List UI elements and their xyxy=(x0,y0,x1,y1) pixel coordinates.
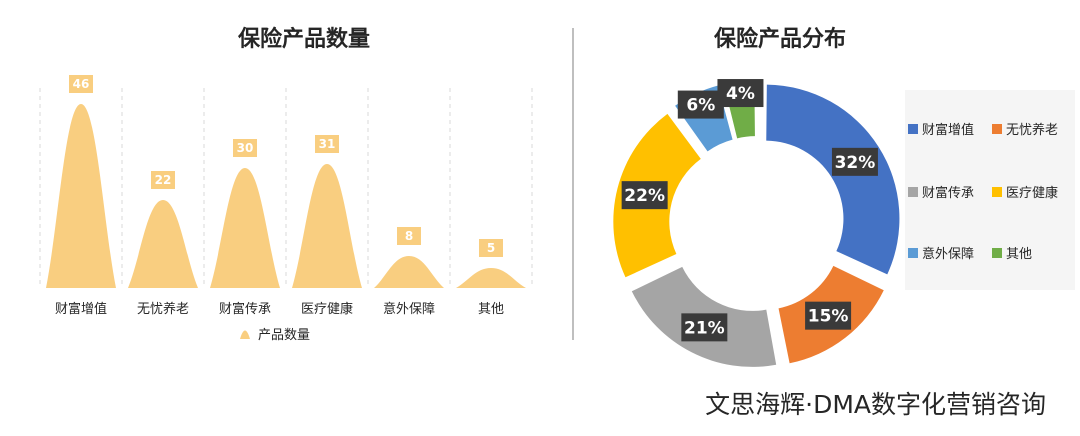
category-label: 意外保障 xyxy=(383,301,435,317)
slice-label-badge xyxy=(717,79,764,108)
bar-意外保障 xyxy=(374,256,444,288)
bar-value-label: 8 xyxy=(405,229,413,243)
bar-value-label: 5 xyxy=(487,241,495,255)
bar-value-label: 31 xyxy=(319,137,336,151)
category-label: 医疗健康 xyxy=(301,301,353,317)
bar-legend: 产品数量 xyxy=(240,328,310,343)
bar-legend-label: 产品数量 xyxy=(258,328,310,343)
bar-无忧养老 xyxy=(128,200,198,288)
slice-label-badge xyxy=(681,313,728,342)
category-label: 无忧养老 xyxy=(137,301,189,317)
bar-医疗健康 xyxy=(292,164,362,288)
bar-value-badge xyxy=(397,227,421,245)
legend-swatch xyxy=(908,187,918,197)
slice-percent-label: 21% xyxy=(684,318,725,338)
bar-value-badge xyxy=(233,139,257,157)
bar-value-badge xyxy=(315,135,339,153)
bar-value-label: 22 xyxy=(155,173,172,187)
slice-label-badge xyxy=(831,147,878,176)
category-label: 其他 xyxy=(478,302,504,317)
category-label: 财富传承 xyxy=(219,301,271,317)
slice-财富增值 xyxy=(766,84,900,275)
bar-value-badge xyxy=(479,239,503,257)
slice-label-badge xyxy=(621,181,668,210)
bar-series xyxy=(46,104,526,288)
bar-value-badge xyxy=(69,75,93,93)
legend-label: 财富增值 xyxy=(922,122,974,138)
slice-percent-label: 6% xyxy=(686,96,715,116)
bar-chart-gridlines xyxy=(39,88,533,288)
watermark: 文思海辉·DMA数字化营销咨询 xyxy=(705,390,1046,419)
slice-percent-label: 32% xyxy=(835,153,876,173)
legend-label: 财富传承 xyxy=(922,185,974,201)
slice-percent-label: 22% xyxy=(624,186,665,206)
legend-swatch xyxy=(992,124,1002,134)
legend-label: 意外保障 xyxy=(922,246,974,262)
bar-chart-title: 保险产品数量 xyxy=(237,26,370,52)
slice-percent-label: 15% xyxy=(808,307,849,327)
bar-财富增值 xyxy=(46,104,116,288)
product-count-chart: 保险产品数量 46 22 30 31 8 5 财富增值 无忧养老 财富传承 医疗健康 意外保障 其他… xyxy=(39,26,533,343)
legend-swatch xyxy=(992,187,1002,197)
slice-label-badge xyxy=(677,90,724,119)
bar-legend-swatch xyxy=(240,330,250,339)
bar-财富传承 xyxy=(210,168,280,288)
pie-chart-title: 保险产品分布 xyxy=(713,26,846,52)
legend-label: 医疗健康 xyxy=(1006,185,1058,201)
legend-swatch xyxy=(908,124,918,134)
bar-其他 xyxy=(456,268,526,288)
legend-swatch xyxy=(908,248,918,258)
slice-percent-label: 4% xyxy=(726,84,755,104)
legend-swatch xyxy=(992,248,1002,258)
bar-value-labels: 46 22 30 31 8 5 xyxy=(69,75,503,257)
bar-category-labels: 财富增值 无忧养老 财富传承 医疗健康 意外保障 其他 xyxy=(55,301,504,317)
pie-slice-labels: 32% 15% 21% 22% 6% 4% xyxy=(621,79,878,342)
category-label: 财富增值 xyxy=(55,301,107,317)
slice-label-badge xyxy=(805,301,852,330)
bar-value-badge xyxy=(151,171,175,189)
bar-value-label: 30 xyxy=(237,141,254,155)
legend-label: 无忧养老 xyxy=(1006,122,1058,138)
bar-value-label: 46 xyxy=(73,77,90,91)
pie-legend-frame xyxy=(905,90,1075,290)
legend-label: 其他 xyxy=(1006,247,1032,262)
pie-slices xyxy=(613,80,900,367)
